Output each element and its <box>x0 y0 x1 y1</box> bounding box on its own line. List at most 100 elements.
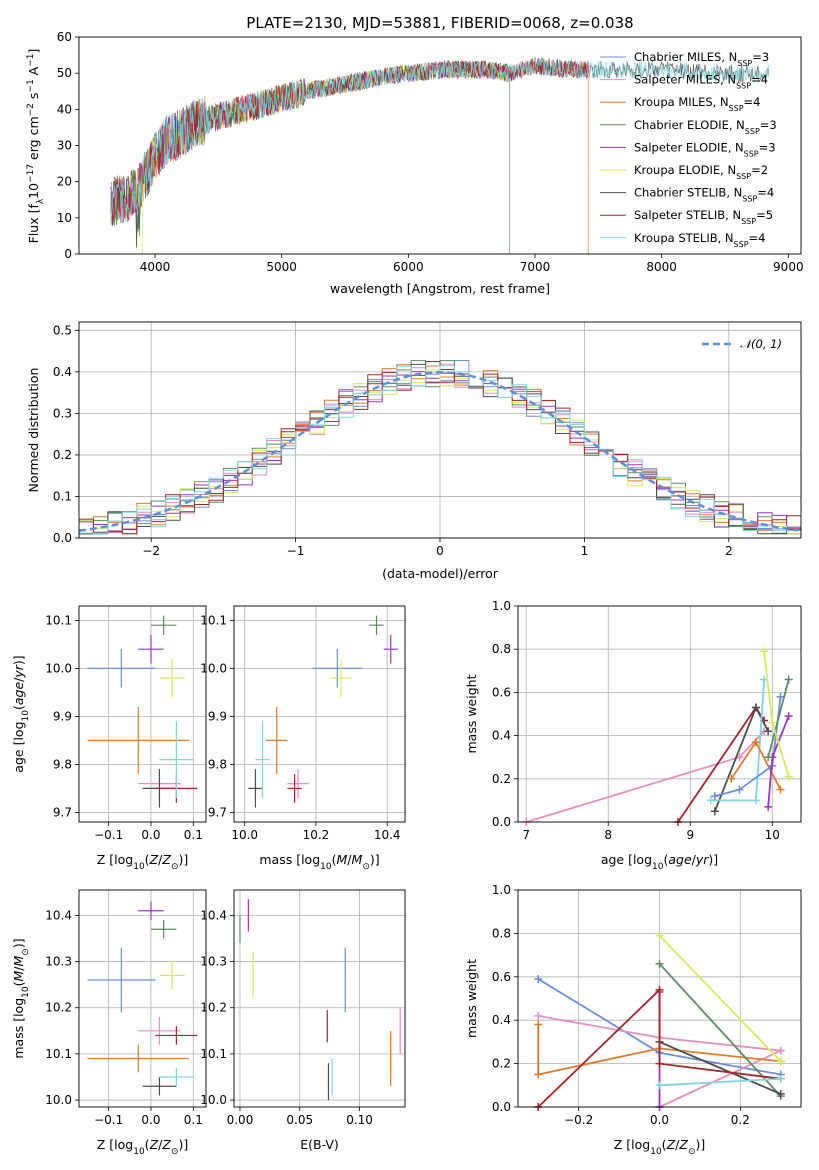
weight-marker-km <box>534 1020 543 1029</box>
weight-line-se <box>767 715 790 807</box>
weight-marker-cs <box>776 1089 785 1098</box>
x-tick-label: 8000 <box>646 260 677 274</box>
x-tick-label: −0.2 <box>564 1113 593 1127</box>
weight-marker-se <box>784 712 793 721</box>
weight-line-ce <box>658 963 782 1097</box>
weight-marker-km <box>727 774 736 783</box>
axes-frame <box>78 605 207 823</box>
y-tick-label: 0.0 <box>492 1100 511 1114</box>
y-tick-label: 60 <box>57 30 72 44</box>
weight-line-cm <box>714 696 782 797</box>
y-tick-label: 10.0 <box>45 661 72 675</box>
weight-marker-ke <box>784 772 793 781</box>
y-axis-label: Flux [fλ10−17 erg cm−2 s−1 A−1] <box>26 49 46 244</box>
histogram-ks <box>79 365 801 535</box>
weight-marker-ke <box>760 647 769 656</box>
y-tick-label: 0 <box>64 247 72 261</box>
x-tick-label: −1 <box>287 544 305 558</box>
y-tick-label: 0.1 <box>53 489 72 503</box>
legend-label-se: Salpeter ELODIE, NSSP=3 <box>634 140 776 158</box>
x-tick-label: 0.2 <box>731 1113 750 1127</box>
weight-marker-ce <box>764 753 773 762</box>
y-tick-label: 9.9 <box>53 709 72 723</box>
y-tick-label: 0.0 <box>53 531 72 545</box>
y-tick-label: 40 <box>57 102 72 116</box>
y-axis-label: mass weight <box>464 959 479 1038</box>
y-tick-label: 0.2 <box>492 1057 511 1071</box>
x-tick-label: 7000 <box>520 260 551 274</box>
weight-line-ke <box>658 934 782 1063</box>
y-tick-label: 1.0 <box>492 883 511 897</box>
y-tick-label: 10.2 <box>200 1001 227 1015</box>
weight-marker-ce <box>784 675 793 684</box>
weight-marker-sm <box>776 1046 785 1055</box>
legend-label-cs: Chabrier STELIB, NSSP=4 <box>634 186 774 204</box>
axes-frame <box>233 605 406 823</box>
y-tick-label: 10.1 <box>45 1047 72 1061</box>
x-tick-label: −0.1 <box>94 828 123 842</box>
x-tick-label: −0.1 <box>94 1113 123 1127</box>
x-tick-label: 7 <box>522 828 530 842</box>
x-tick-label: 0.1 <box>184 1113 203 1127</box>
legend-label-km: Kroupa MILES, NSSP=4 <box>634 95 760 113</box>
weight-marker-ke <box>776 1057 785 1066</box>
x-tick-label: 10.0 <box>231 828 258 842</box>
x-axis-label: mass [log10(M/M⊙)] <box>259 852 379 872</box>
age-vs-mass-panel: 10.0 10.2 10.4 9.7 9.8 9.9 10.0 10.1 mass [log10… <box>200 605 406 872</box>
weight-marker-cs <box>751 703 760 712</box>
weight-marker-cs <box>710 807 719 816</box>
y-tick-label: 0.4 <box>53 365 72 379</box>
x-tick-label: 0.0 <box>141 828 160 842</box>
weight-marker-sm <box>534 1011 543 1020</box>
weight-marker-cm <box>534 974 543 983</box>
weight-line-cs <box>714 705 769 812</box>
x-tick-label: 10 <box>765 828 780 842</box>
weight-line-ce <box>767 679 790 758</box>
weight-marker-km <box>534 1070 543 1079</box>
weight-marker-ce <box>655 959 664 968</box>
weight-line-sm <box>538 1015 785 1108</box>
weight-marker-ks <box>706 796 715 805</box>
weight-marker-ks <box>655 1081 664 1090</box>
y-axis-label: age [log10(age/yr)] <box>11 655 31 772</box>
y-tick-label: 1.0 <box>492 599 511 613</box>
legend-label-ks: Kroupa STELIB, NSSP=4 <box>634 231 765 249</box>
y-axis-label: mass [log10(M/M⊙)] <box>11 938 31 1058</box>
axes-frame <box>517 889 802 1108</box>
x-tick-label: 8 <box>604 828 612 842</box>
y-tick-label: 10.4 <box>200 908 227 922</box>
x-axis-label: Z [log10(Z/Z⊙)] <box>97 852 189 872</box>
legend-label-ss: Salpeter STELIB, NSSP=5 <box>634 208 773 226</box>
x-axis-label: (data-model)/error <box>382 566 499 581</box>
y-tick-label: 10.0 <box>45 1093 72 1107</box>
y-tick-label: 50 <box>57 66 72 80</box>
y-tick-label: 10.1 <box>200 1047 227 1061</box>
y-axis-label: mass weight <box>464 674 479 753</box>
axes-frame <box>78 889 207 1108</box>
chart-title: PLATE=2130, MJD=53881, FIBERID=0068, z=0… <box>246 14 633 32</box>
y-tick-label: 30 <box>57 139 72 153</box>
y-tick-label: 20 <box>57 175 72 189</box>
legend-label-ke: Kroupa ELODIE, NSSP=2 <box>634 163 768 181</box>
x-tick-label: 0.1 <box>184 828 203 842</box>
y-tick-label: 0.3 <box>53 406 72 420</box>
weight-marker-cm <box>710 792 719 801</box>
y-tick-label: 0.0 <box>492 815 511 829</box>
weight-marker-km <box>751 738 760 747</box>
residuals-panel: −2 −1 0 1 2 0.0 0.1 0.2 0.3 0.4 0.5 𝒩(0, 1) (data-mo… <box>26 321 802 581</box>
y-tick-label: 10.0 <box>200 1093 227 1107</box>
y-tick-label: 0.8 <box>492 642 511 656</box>
x-tick-label: 0.05 <box>286 1113 313 1127</box>
weight-line-ks <box>659 1077 781 1087</box>
weight-marker-cm <box>776 692 785 701</box>
weight-marker-ss <box>655 1059 664 1068</box>
mass-vs-ebv-panel: 0.00 0.05 0.10 10.0 10.1 10.2 10.3 10.4 E(B-V) <box>200 889 406 1152</box>
spectrum-series-ks <box>110 57 770 224</box>
y-tick-label: 0.4 <box>492 1013 511 1027</box>
y-tick-label: 10.4 <box>45 908 72 922</box>
weight-marker-cm <box>735 785 744 794</box>
weight-line-km <box>537 1024 781 1076</box>
x-tick-label: 0.10 <box>346 1113 373 1127</box>
weight-marker-ke <box>768 718 777 727</box>
